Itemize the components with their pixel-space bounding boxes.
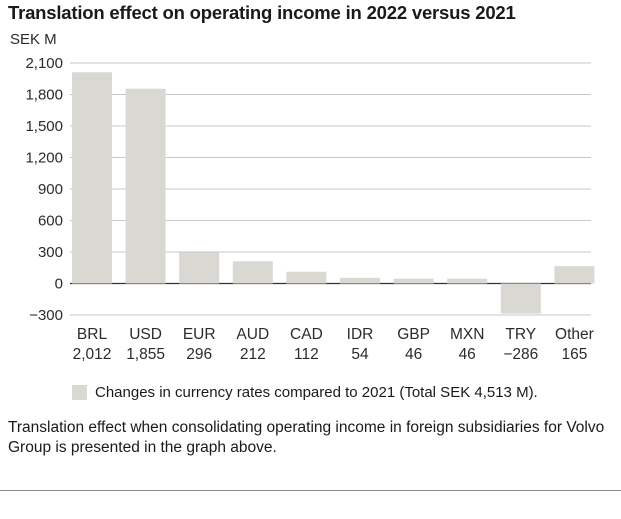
x-value-label: 2,012	[73, 346, 112, 363]
x-value-label: 165	[561, 346, 587, 363]
bar-cad	[286, 271, 327, 284]
bar-try	[500, 283, 541, 314]
x-category-label: USD	[129, 326, 162, 343]
y-tick-label: 0	[55, 276, 63, 293]
axis-labels: SEK M 2,100 1,800 1,500 1,200 900 600 300 0 −300 B…	[10, 31, 594, 363]
legend-swatch	[72, 385, 87, 400]
x-category-label: BRL	[77, 326, 108, 343]
bottom-divider	[0, 490, 621, 491]
bar-brl	[72, 72, 112, 284]
x-value-label: −286	[503, 346, 538, 363]
bar-chart: SEK M 2,100 1,800 1,500 1,200 900 600 300 0 −300 B…	[10, 31, 595, 363]
bar-usd	[125, 88, 166, 284]
y-axis-unit: SEK M	[10, 31, 57, 48]
bar-idr	[340, 277, 380, 284]
bar-eur	[179, 252, 220, 284]
x-value-label: 212	[240, 346, 266, 363]
x-value-label: 46	[405, 346, 422, 363]
x-value-label: 112	[294, 346, 319, 363]
y-tick-label: 1,500	[25, 118, 63, 135]
footnote: Translation effect when consolidating op…	[8, 419, 605, 456]
y-tick-label: 1,800	[25, 87, 63, 104]
x-category-label: IDR	[347, 326, 374, 343]
y-tick-label: −300	[29, 307, 63, 324]
bar-aud	[232, 261, 273, 284]
x-category-label: EUR	[183, 326, 216, 343]
y-tick-label: 600	[38, 213, 63, 230]
x-category-label: Other	[555, 326, 594, 343]
y-tick-label: 1,200	[25, 150, 63, 167]
y-tick-label: 300	[38, 244, 63, 261]
legend-label: Changes in currency rates compared to 20…	[95, 384, 538, 401]
x-value-label: 54	[351, 346, 369, 363]
x-category-label: MXN	[450, 326, 484, 343]
y-tick-label: 2,100	[25, 55, 63, 72]
bar-other	[554, 266, 595, 284]
x-category-label: GBP	[397, 326, 430, 343]
bars	[72, 72, 595, 314]
bar-gbp	[393, 278, 434, 284]
y-tick-label: 900	[38, 181, 63, 198]
x-category-label: CAD	[290, 326, 323, 343]
x-value-label: 1,855	[126, 346, 165, 363]
x-value-label: 296	[186, 346, 212, 363]
x-value-label: 46	[459, 346, 476, 363]
chart-title: Translation effect on operating income i…	[8, 2, 516, 23]
legend: Changes in currency rates compared to 20…	[72, 384, 538, 401]
x-category-label: TRY	[505, 326, 536, 343]
bar-mxn	[447, 278, 488, 284]
x-category-label: AUD	[236, 326, 269, 343]
